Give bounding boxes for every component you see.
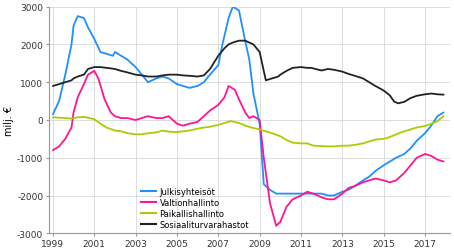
Y-axis label: milj. €: milj. € xyxy=(4,106,14,135)
Legend: Julkisyhteisöt, Valtionhallinto, Paikallishallinto, Sosiaaliturvarahastot: Julkisyhteisöt, Valtionhallinto, Paikall… xyxy=(141,187,249,229)
